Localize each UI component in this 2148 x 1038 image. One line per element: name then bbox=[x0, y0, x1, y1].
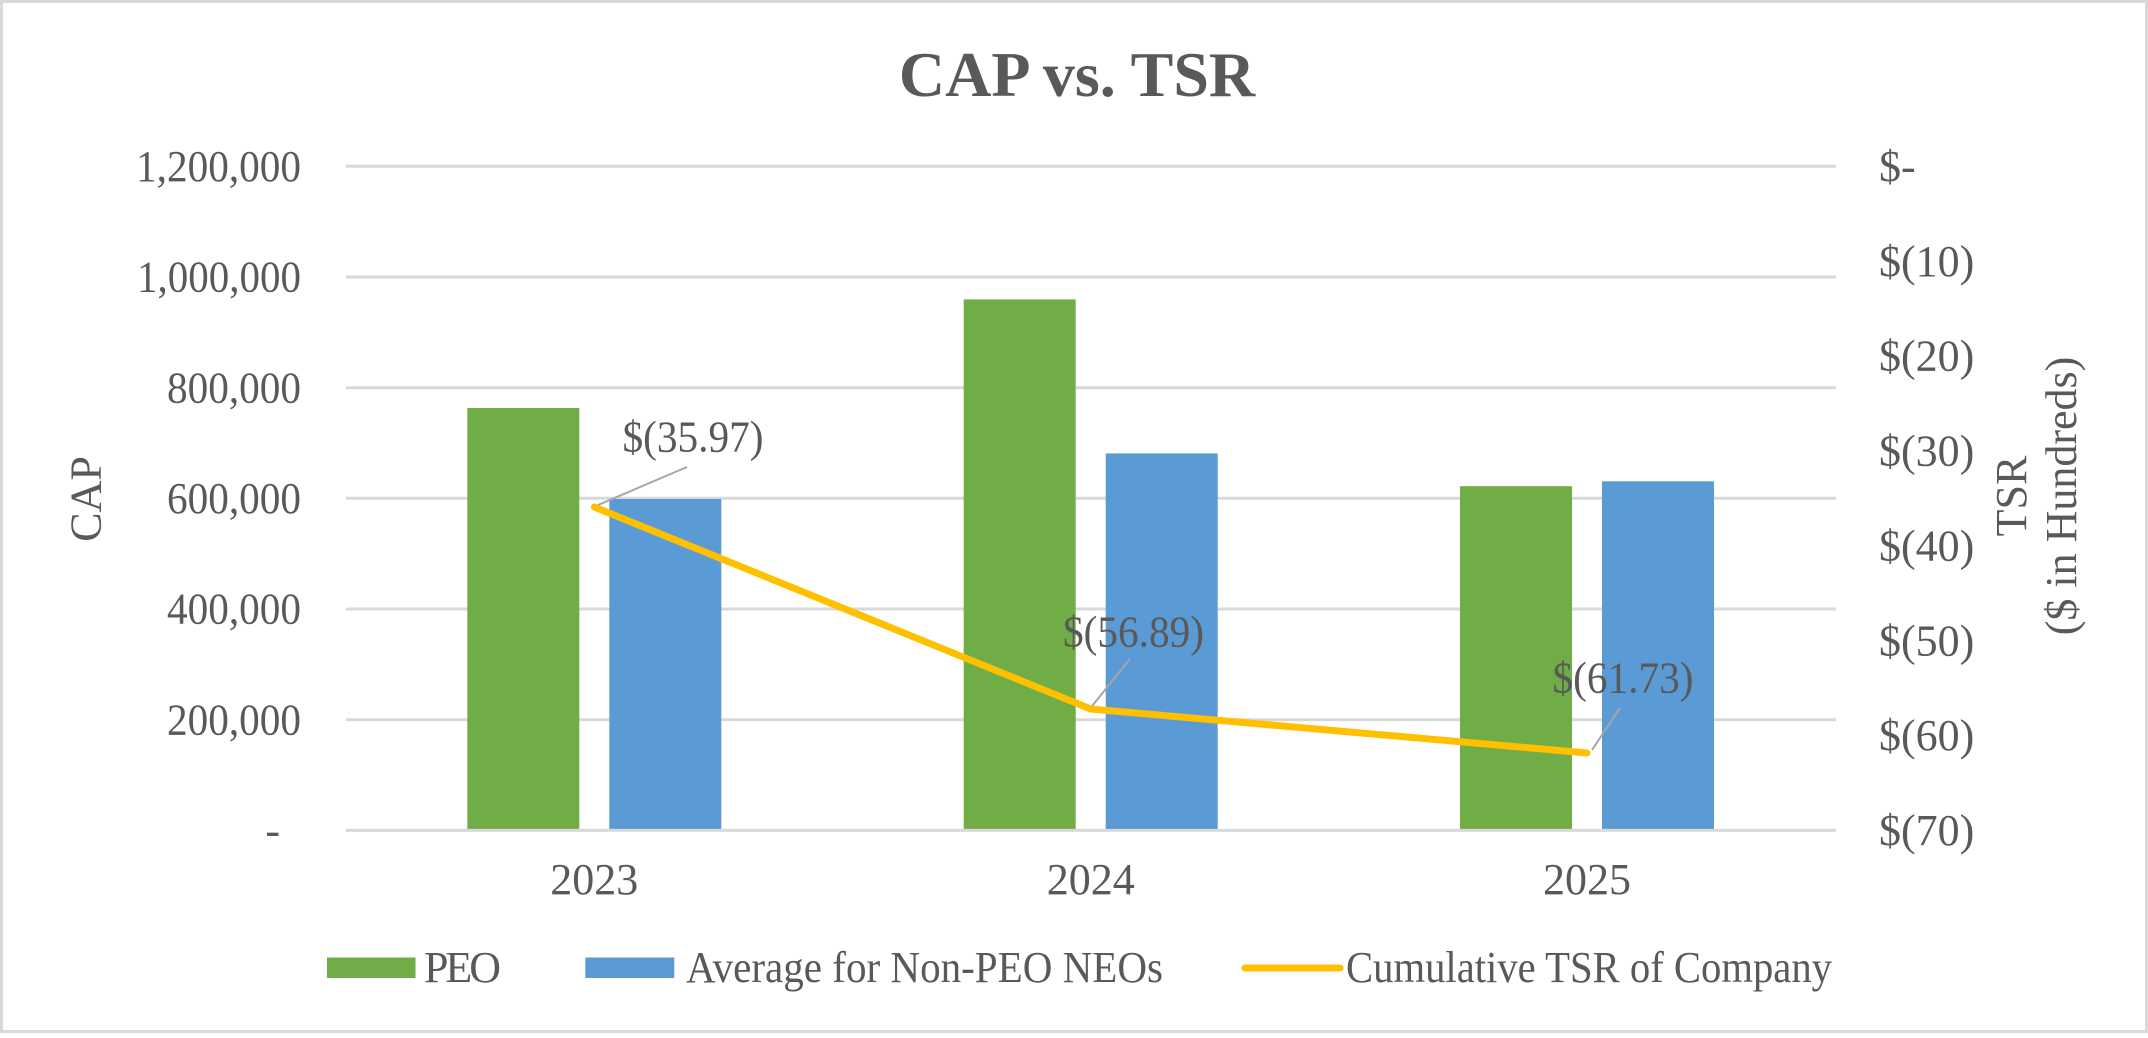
svg-text:$(70): $(70) bbox=[1879, 806, 1974, 855]
svg-text:$(61.73): $(61.73) bbox=[1553, 654, 1694, 703]
svg-text:$(20): $(20) bbox=[1879, 332, 1974, 381]
svg-text:($ in Hundreds): ($ in Hundreds) bbox=[2037, 357, 2086, 636]
svg-text:2023: 2023 bbox=[550, 855, 638, 904]
svg-text:1,000,000: 1,000,000 bbox=[137, 253, 301, 302]
svg-text:800,000: 800,000 bbox=[167, 363, 301, 412]
svg-text:$(30): $(30) bbox=[1879, 427, 1974, 476]
svg-text:$(50): $(50) bbox=[1879, 616, 1974, 665]
svg-text:2024: 2024 bbox=[1047, 855, 1135, 904]
svg-text:1,200,000: 1,200,000 bbox=[136, 142, 301, 191]
svg-text:Average for Non-PEO NEOs: Average for Non-PEO NEOs bbox=[686, 943, 1163, 992]
svg-text:-: - bbox=[265, 806, 280, 855]
svg-text:CAP: CAP bbox=[62, 456, 111, 542]
svg-text:$(60): $(60) bbox=[1879, 711, 1974, 760]
svg-text:2025: 2025 bbox=[1543, 855, 1631, 904]
svg-text:$(10): $(10) bbox=[1879, 237, 1974, 286]
svg-text:$(56.89): $(56.89) bbox=[1063, 607, 1204, 656]
svg-text:PEO: PEO bbox=[424, 943, 501, 992]
svg-text:TSR: TSR bbox=[1987, 455, 2036, 536]
svg-text:600,000: 600,000 bbox=[167, 474, 301, 523]
svg-text:$-: $- bbox=[1879, 142, 1916, 191]
svg-text:CAP vs. TSR: CAP vs. TSR bbox=[899, 39, 1256, 110]
svg-text:$(40): $(40) bbox=[1879, 521, 1974, 570]
svg-text:Cumulative TSR of Company: Cumulative TSR of Company bbox=[1346, 943, 1832, 992]
svg-text:400,000: 400,000 bbox=[167, 585, 301, 634]
svg-text:$(35.97): $(35.97) bbox=[623, 413, 764, 462]
svg-text:200,000: 200,000 bbox=[167, 695, 301, 744]
